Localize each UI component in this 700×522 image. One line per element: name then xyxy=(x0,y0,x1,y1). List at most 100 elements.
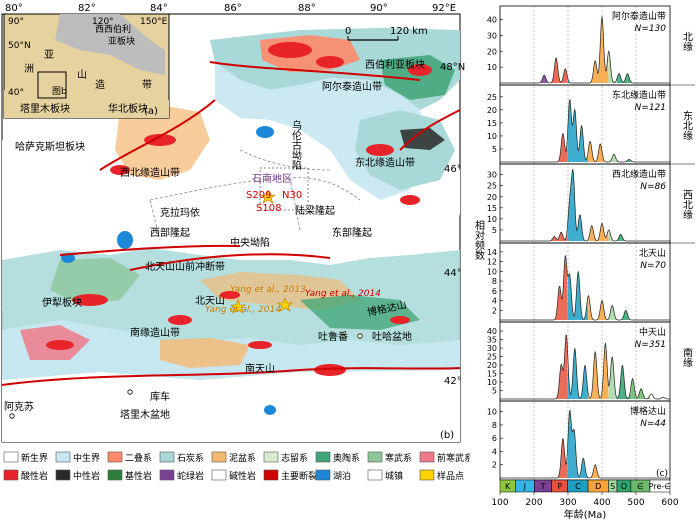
panel-2-n: N=86 xyxy=(640,182,666,192)
inset-zhou: 洲 xyxy=(24,63,34,75)
legend-label-11: 基性岩 xyxy=(125,470,152,482)
timescale-label-0: K xyxy=(505,482,511,491)
label-north-tianshan: 北天山 xyxy=(195,295,225,307)
label-yili: 伊犁板块 xyxy=(42,296,82,309)
label-nantianshan: 南天山 xyxy=(245,362,275,375)
panel-2-fill-4 xyxy=(567,169,589,241)
panel-4-name: 中天山 xyxy=(639,326,666,338)
lat-label-42: 42° xyxy=(444,376,462,387)
label-aksu: 阿克苏 xyxy=(4,400,34,413)
panel-5-yticklabel-1: 4 xyxy=(492,447,497,456)
label-turpan: 吐鲁番 xyxy=(318,330,348,343)
panel-2-yticklabel-3: 20 xyxy=(487,193,497,202)
lon-labels: 80° 82° 84° 86° 88° 90° 92°E xyxy=(5,3,456,14)
panel-4-yticklabel-1: 10 xyxy=(487,378,497,387)
panel-3-yticklabel-6: 14 xyxy=(487,248,497,257)
timescale-label-5: D xyxy=(595,482,601,491)
inset-siberia-2: 亚板块 xyxy=(108,35,135,47)
legend-label-2: 二叠系 xyxy=(125,453,152,464)
x-ticklabel-0: 100 xyxy=(491,498,508,508)
label-central: 中央坳陷 xyxy=(230,236,270,249)
panel-0-fill-4 xyxy=(567,79,589,83)
timescale-label-9: Pre-∈ xyxy=(649,482,672,491)
label-east-uplift: 东部隆起 xyxy=(332,226,372,239)
panel-0-yticklabel-2: 30 xyxy=(487,31,497,40)
panel-1-yticklabel-0: 5 xyxy=(492,145,497,154)
panel-0-yticklabel-1: 20 xyxy=(487,47,497,56)
panel-0-yticklabel-3: 40 xyxy=(487,16,497,25)
timescale-label-6: S xyxy=(610,482,615,491)
legend-label-14: 主要断裂 xyxy=(281,470,317,482)
legend-swatch-16 xyxy=(367,469,383,481)
lat-label-46: 46° xyxy=(444,164,462,175)
vertical-labels: 乌伦古坳陷 xyxy=(290,119,302,171)
panel-1-curve xyxy=(500,98,670,163)
region-label-3: 南缘 xyxy=(681,346,693,367)
panel-3-yticklabel-5: 12 xyxy=(487,258,497,267)
legend-swatch-13 xyxy=(211,469,227,481)
x-ticklabel-2: 300 xyxy=(559,498,576,508)
label-junggar-nw: 西北缘造山带 xyxy=(120,166,180,179)
place-labels: 哈萨克斯坦板块 西伯利亚板块 阿尔泰造山带 西北缘造山带 东北缘造山带 克拉玛依… xyxy=(4,58,425,421)
lon-label-90: 90° xyxy=(370,3,388,14)
legend-swatch-1 xyxy=(55,451,71,463)
panel-3-yticklabel-2: 6 xyxy=(492,287,497,296)
inset-huabei: 华北板块 xyxy=(108,102,148,115)
inset-lon2: 120° xyxy=(92,17,114,27)
legend-label-15: 湖泊 xyxy=(333,471,351,482)
lon-label-84: 84° xyxy=(150,3,168,14)
panel-4-fill-5 xyxy=(588,342,609,399)
region-label-2: 西北缘 xyxy=(681,190,693,220)
scale-bar: 0 120 km xyxy=(345,26,428,41)
x-ticklabel-5: 600 xyxy=(661,498,678,508)
label-altai: 阿尔泰造山带 xyxy=(322,80,382,93)
legend-label-5: 志留系 xyxy=(281,452,308,464)
panel-2-curve xyxy=(500,169,670,242)
x-ticklabel-4: 500 xyxy=(627,498,644,508)
timescale-9 xyxy=(649,479,671,493)
panel-3-fill-5 xyxy=(588,295,609,320)
panel-3-name: 北天山 xyxy=(639,248,666,259)
panel-1-fill-4 xyxy=(567,99,589,162)
inset-zao: 造 xyxy=(95,78,105,91)
legend-label-16: 城镇 xyxy=(385,470,403,482)
panel-0-fill-6 xyxy=(608,51,617,83)
panel-4-yticklabel-3: 20 xyxy=(487,361,497,370)
ref-yang-2013: Yang et al., 2013 xyxy=(230,285,306,295)
panel-5-n: N=44 xyxy=(640,419,666,429)
panel-3-fill-3 xyxy=(551,255,568,320)
label-kuqa: 库车 xyxy=(150,390,170,403)
panel-1-fill-7 xyxy=(616,159,631,162)
panel-5-fill-3 xyxy=(551,438,568,478)
panel-1-yticklabel-3: 20 xyxy=(487,106,497,115)
legend-label-4: 泥盆系 xyxy=(229,452,256,464)
geologic-map: 80° 82° 84° 86° 88° 90° 92°E 48°N 46° 44… xyxy=(1,3,470,482)
panel-4-yticklabel-4: 25 xyxy=(487,353,497,362)
label-karamay: 克拉玛依 xyxy=(160,206,200,219)
label-wulungu: 乌伦古坳陷 xyxy=(290,119,302,171)
panel-5-name: 博格达山 xyxy=(630,405,666,417)
panel-5-yticklabel-3: 8 xyxy=(492,421,497,430)
panel-1-yticklabel-4: 25 xyxy=(487,93,497,102)
legend-label-0: 新生界 xyxy=(21,452,48,464)
legend-swatch-2 xyxy=(107,451,123,463)
lon-label-88: 88° xyxy=(298,3,316,14)
inset-lat2: 40° xyxy=(8,88,24,98)
panel-4-n: N=351 xyxy=(635,340,666,350)
panel-4-yticklabel-7: 40 xyxy=(487,327,497,336)
label-north-tianshan-thrust: 北天山山前冲断带 xyxy=(145,260,225,273)
timescale-label-4: C xyxy=(575,482,581,491)
y-axis-label: 相对频数 xyxy=(473,219,485,261)
legend-label-7: 寒武系 xyxy=(385,452,412,464)
panel-5-yticklabel-4: 10 xyxy=(487,408,497,417)
legend-label-13: 碱性岩 xyxy=(229,470,256,482)
panel-5-fill-5 xyxy=(588,464,609,478)
panel-1-fill-5 xyxy=(588,141,609,162)
lat-labels: 48°N 46° 44° 42° xyxy=(440,62,465,387)
panel-0-fill-7 xyxy=(616,73,631,83)
timescale-label-2: T xyxy=(540,482,546,491)
legend-label-12: 蛇绿岩 xyxy=(177,470,204,482)
panel-1-n: N=121 xyxy=(635,103,666,113)
lon-label-80: 80° xyxy=(5,3,23,14)
